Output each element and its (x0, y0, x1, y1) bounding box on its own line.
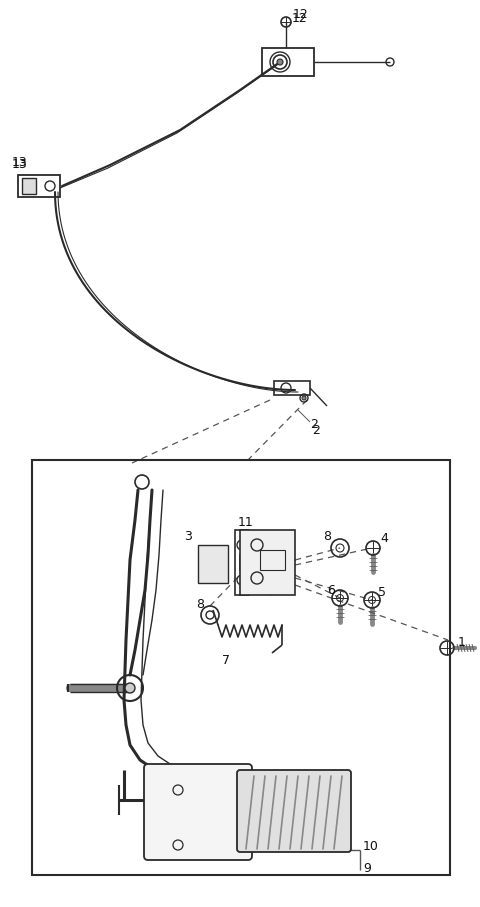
Circle shape (125, 683, 135, 693)
Text: 3: 3 (184, 530, 192, 542)
Bar (274, 381, 310, 395)
Bar (240, 555, 280, 570)
Bar (235, 530, 249, 595)
Text: 12: 12 (293, 8, 309, 22)
Bar (22, 178, 36, 194)
Text: 5: 5 (378, 587, 386, 600)
Text: 12: 12 (292, 12, 308, 24)
Text: 10: 10 (363, 841, 379, 853)
Text: 4: 4 (380, 532, 388, 544)
Text: 13: 13 (12, 155, 28, 169)
Bar (262, 48, 314, 76)
Bar (198, 545, 228, 583)
Text: 2: 2 (310, 418, 318, 432)
Bar (240, 530, 295, 595)
Text: 1: 1 (458, 636, 466, 649)
Circle shape (277, 59, 283, 65)
Text: 8: 8 (196, 599, 204, 611)
FancyBboxPatch shape (237, 770, 351, 852)
Bar (32, 460, 450, 875)
Text: 13: 13 (12, 159, 28, 171)
Text: 8: 8 (323, 531, 331, 543)
Text: 9: 9 (363, 862, 371, 874)
Bar (18, 175, 60, 197)
FancyBboxPatch shape (144, 764, 252, 860)
Text: 11: 11 (238, 515, 254, 529)
Text: 7: 7 (222, 654, 230, 667)
Text: 6: 6 (327, 583, 335, 597)
Circle shape (302, 396, 306, 400)
Text: 2: 2 (312, 424, 320, 436)
Bar (260, 550, 285, 570)
